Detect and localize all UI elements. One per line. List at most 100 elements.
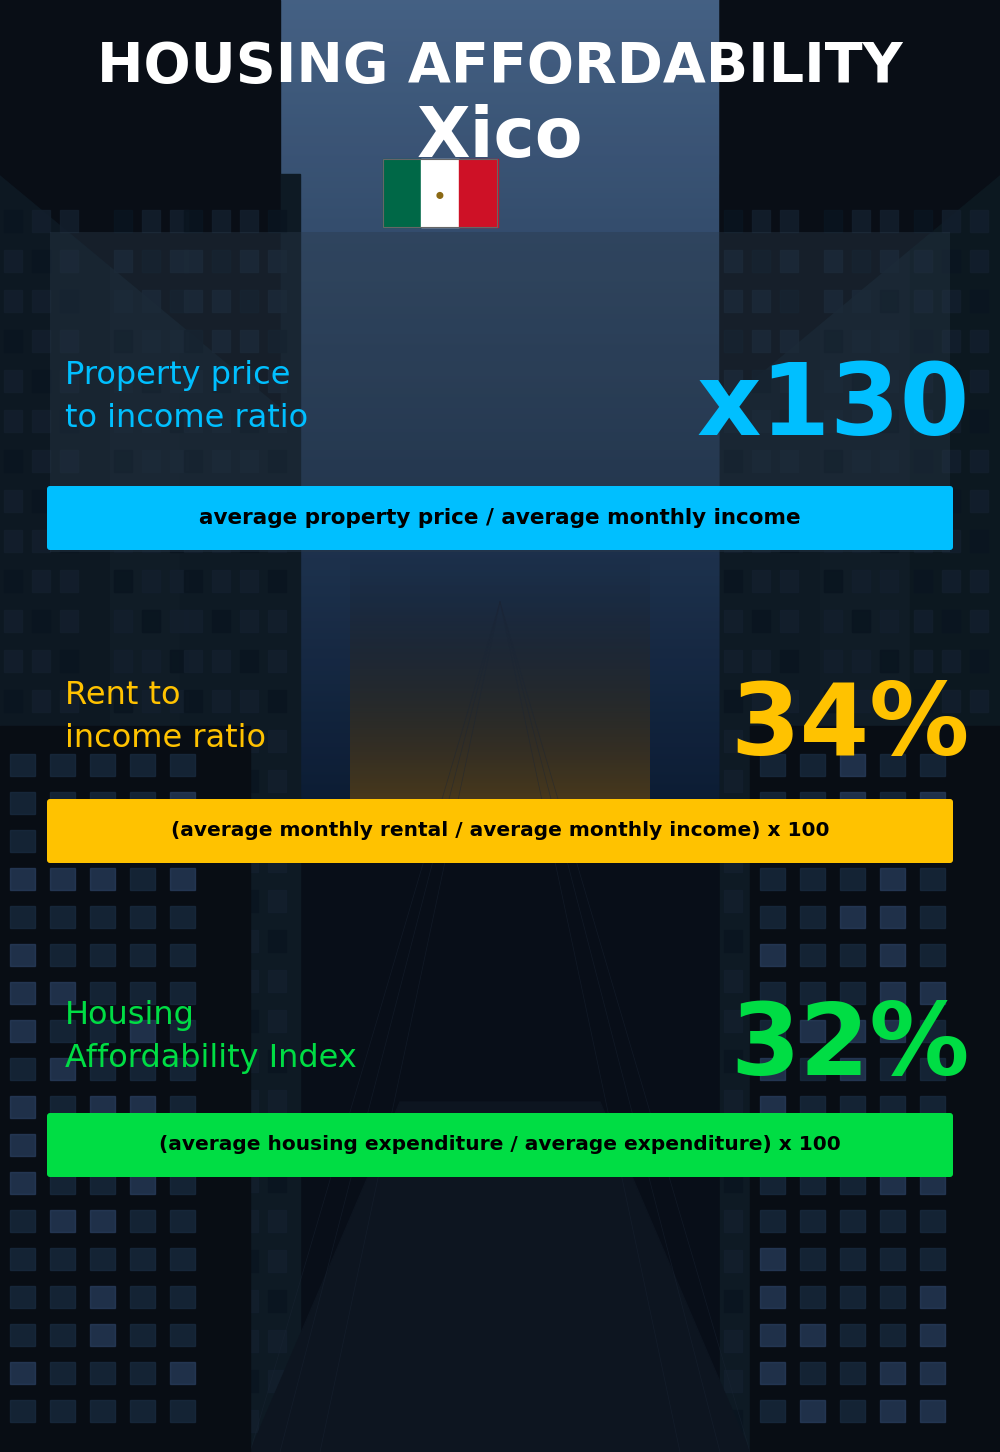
Bar [970, 770, 988, 791]
Bar [268, 970, 286, 992]
Bar [170, 1011, 188, 1032]
Bar [942, 1210, 960, 1231]
Bar [880, 530, 898, 552]
Bar [724, 1371, 742, 1392]
Bar [942, 489, 960, 513]
Bar [800, 1362, 825, 1384]
Bar [780, 1050, 798, 1072]
Bar [4, 849, 22, 873]
Bar [752, 250, 770, 272]
Bar [170, 1210, 188, 1231]
Bar [970, 211, 988, 232]
Bar [240, 1289, 258, 1313]
Bar [170, 906, 195, 928]
Bar [852, 250, 870, 272]
Bar [752, 1330, 770, 1352]
Bar [50, 232, 950, 552]
Bar [60, 849, 78, 873]
Bar [824, 849, 842, 873]
Bar [268, 1410, 286, 1432]
Bar [268, 1250, 286, 1272]
Bar [10, 1019, 35, 1043]
Bar [240, 650, 258, 672]
Bar [90, 1096, 115, 1118]
Bar [824, 770, 842, 791]
Bar [142, 530, 160, 552]
Bar [942, 650, 960, 672]
Bar [130, 944, 155, 966]
Bar [852, 571, 870, 592]
Bar [852, 370, 870, 392]
Bar [880, 1289, 898, 1313]
Bar [914, 1371, 932, 1392]
Bar [184, 489, 202, 513]
Bar [130, 1134, 155, 1156]
Bar [184, 330, 202, 351]
Bar [170, 250, 188, 272]
Bar [914, 489, 932, 513]
Bar [142, 1250, 160, 1272]
Bar [852, 650, 870, 672]
Bar [240, 1050, 258, 1072]
Bar [970, 409, 988, 433]
Bar [824, 890, 842, 912]
Bar [880, 1210, 905, 1231]
Bar [268, 211, 286, 232]
Bar [184, 250, 202, 272]
Bar [914, 1210, 932, 1231]
Bar [184, 730, 202, 752]
Bar [212, 450, 230, 472]
Bar [170, 1096, 195, 1118]
Bar [780, 1170, 798, 1192]
Bar [240, 530, 258, 552]
Bar [184, 929, 202, 953]
Bar [880, 1410, 898, 1432]
Bar [170, 1400, 195, 1422]
Bar [212, 849, 230, 873]
Bar [4, 250, 22, 272]
Bar [114, 610, 132, 632]
Bar [942, 1330, 960, 1352]
Bar [4, 1130, 22, 1151]
Bar [880, 1050, 898, 1072]
Bar [752, 650, 770, 672]
Polygon shape [0, 0, 280, 407]
Bar [10, 906, 35, 928]
Bar [10, 1172, 35, 1194]
Bar [170, 489, 188, 513]
Bar [752, 1090, 770, 1112]
Bar [752, 489, 770, 513]
Bar [130, 1172, 155, 1194]
Bar [114, 849, 132, 873]
Bar [752, 530, 770, 552]
Bar [914, 650, 932, 672]
Bar [4, 290, 22, 312]
Bar [212, 290, 230, 312]
Bar [840, 754, 865, 775]
Bar [914, 211, 932, 232]
Bar [60, 1090, 78, 1112]
Bar [942, 1250, 960, 1272]
Bar [4, 330, 22, 351]
Bar [780, 970, 798, 992]
Bar [60, 610, 78, 632]
Bar [170, 409, 188, 433]
Bar [110, 174, 210, 1452]
Bar [32, 330, 50, 351]
Bar [840, 1324, 865, 1346]
Bar [780, 1410, 798, 1432]
Bar [268, 690, 286, 711]
Bar [240, 770, 258, 791]
Bar [824, 690, 842, 711]
Bar [114, 1410, 132, 1432]
Bar [970, 1050, 988, 1072]
Bar [184, 211, 202, 232]
Bar [268, 890, 286, 912]
Bar [60, 1330, 78, 1352]
Bar [170, 1289, 188, 1313]
Bar [32, 211, 50, 232]
Bar [50, 1096, 75, 1118]
Bar [942, 1011, 960, 1032]
Bar [852, 890, 870, 912]
Bar [184, 1210, 202, 1231]
